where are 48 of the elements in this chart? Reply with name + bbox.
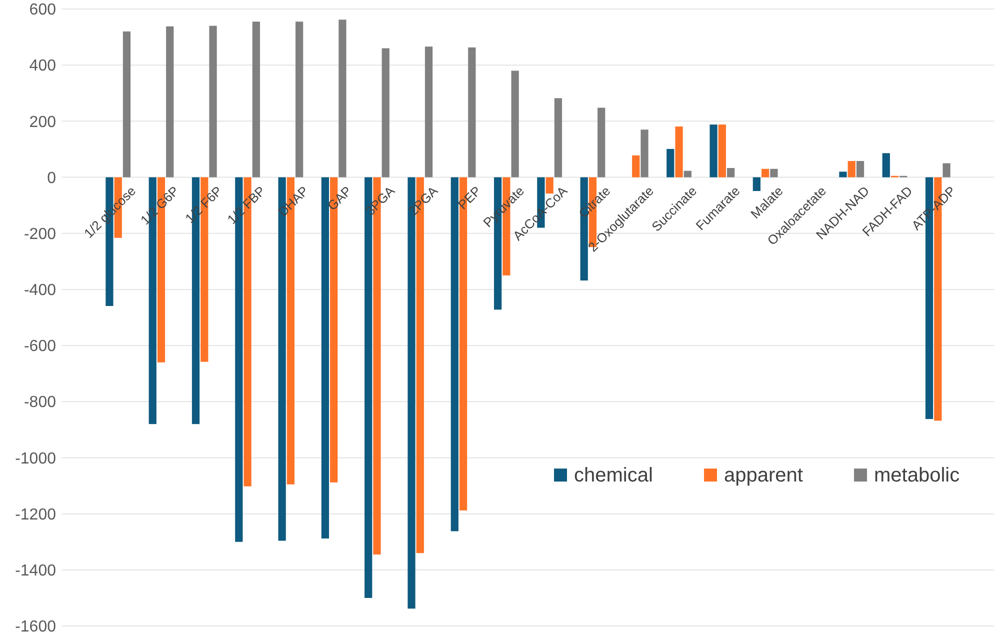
- bar: [762, 168, 770, 178]
- bar: [382, 48, 390, 178]
- bar: [770, 168, 778, 178]
- bar: [424, 46, 433, 178]
- bar: [511, 70, 519, 178]
- y-tick-label: -800: [24, 394, 56, 412]
- bar: [209, 26, 217, 178]
- y-tick-label: 600: [29, 2, 56, 19]
- bar: [598, 108, 606, 178]
- y-tick-label: -1600: [15, 618, 56, 635]
- bar: [848, 161, 856, 178]
- x-tick-label: 1/2 F6P: [182, 183, 225, 226]
- bar: [640, 130, 648, 178]
- y-tick-label: -200: [24, 226, 56, 243]
- bar: [684, 170, 692, 178]
- bar: [839, 172, 847, 178]
- y-tick-label: -400: [24, 282, 56, 300]
- y-tick-label: -600: [24, 338, 56, 356]
- y-tick-label: -1000: [15, 450, 56, 468]
- legend-label: apparent: [724, 464, 804, 487]
- y-tick-label: -1200: [15, 506, 56, 524]
- bar: [675, 126, 683, 178]
- bar: [252, 22, 260, 178]
- y-tick-label: 0: [47, 170, 56, 187]
- bar: [718, 124, 726, 178]
- bar: [856, 161, 864, 178]
- bar: [296, 22, 304, 178]
- bar: [468, 47, 476, 178]
- x-tick-label: GAP: [324, 183, 354, 214]
- bar: [321, 177, 330, 538]
- bar: [666, 148, 674, 178]
- bar: [632, 155, 640, 178]
- x-tick-label: 1/2 G6P: [137, 183, 182, 228]
- bar: [710, 124, 718, 178]
- y-tick-label: 400: [29, 58, 56, 75]
- y-tick-label: -1400: [15, 562, 56, 580]
- bar: [882, 153, 890, 178]
- bar: [942, 163, 950, 178]
- y-tick-label: 200: [29, 114, 56, 131]
- bar: [166, 26, 174, 178]
- bar: [726, 168, 735, 178]
- bar: [122, 31, 131, 178]
- x-tick-label: 1/2 FBP: [224, 183, 268, 228]
- bar: [554, 98, 562, 178]
- bar: [338, 20, 346, 178]
- legend-label: chemical: [574, 464, 653, 487]
- bar: [450, 177, 458, 532]
- legend-label: metabolic: [874, 464, 960, 487]
